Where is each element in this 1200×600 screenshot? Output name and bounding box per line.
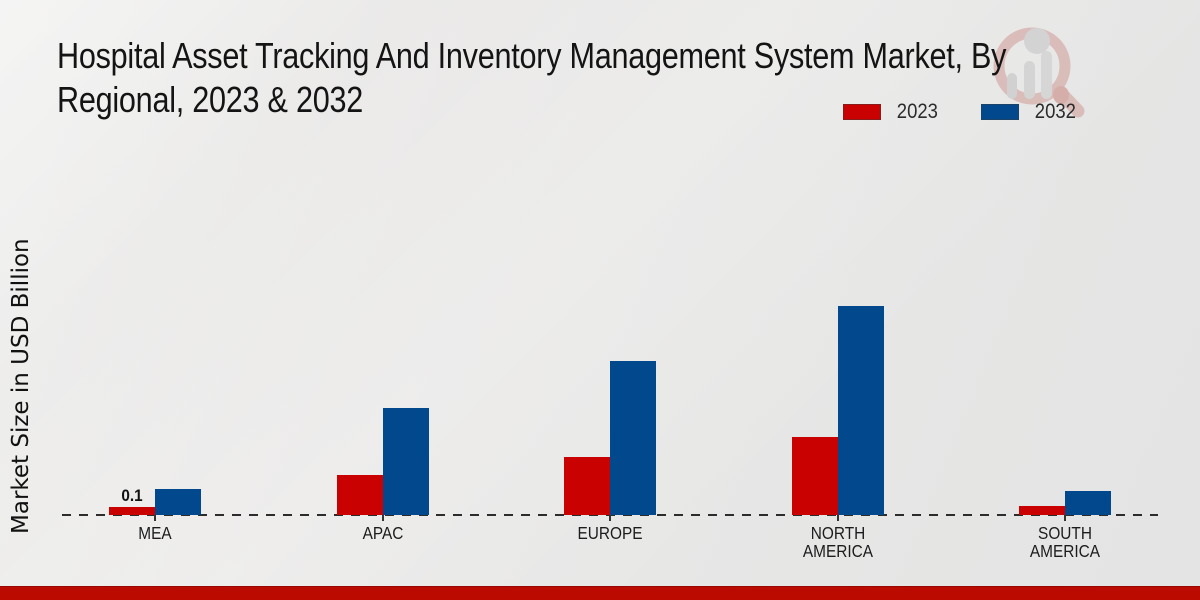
category-label-europe: EUROPE: [577, 523, 643, 543]
legend-item-2023: 2023: [843, 100, 941, 124]
legend-swatch-2032: [980, 104, 1019, 120]
legend-item-2032: 2032: [980, 100, 1079, 124]
bar-2023-south-america: [1019, 506, 1065, 515]
bar-2023-mea: [109, 507, 155, 515]
legend-label: 2032: [1034, 100, 1076, 123]
x-axis-tick-north-america: [836, 515, 839, 521]
footer-accent-bar: [0, 586, 1200, 600]
x-axis-tick-south-america: [1064, 515, 1066, 521]
bar-2023-europe: [564, 457, 610, 515]
category-label-mea: MEA: [138, 523, 172, 543]
category-label-apac: APAC: [362, 523, 403, 543]
bar-2032-south-america: [1065, 491, 1111, 515]
chart-title: Hospital Asset Tracking And Inventory Ma…: [57, 34, 1006, 122]
chart-title-line2: Regional, 2023 & 2032: [57, 79, 363, 120]
magnifier-bar-chart-logo-icon: [993, 27, 1085, 118]
bar-2023-apac: [336, 475, 383, 515]
legend-label: 2023: [896, 100, 938, 123]
y-axis-label: Market Size in USD Billion: [8, 238, 34, 534]
bar-2032-mea: [155, 489, 201, 515]
x-axis-tick-europe: [609, 515, 611, 521]
category-label-south-america: SOUTH AMERICA: [1029, 523, 1101, 561]
chart-title-line1: Hospital Asset Tracking And Inventory Ma…: [57, 35, 1007, 76]
category-label-north-america: NORTH AMERICA: [802, 523, 873, 561]
legend-swatch-2023: [843, 104, 881, 120]
bar-2023-north-america: [791, 437, 838, 515]
legend: 2023 2032: [843, 100, 1078, 124]
x-axis-tick-mea: [154, 515, 156, 521]
bar-2032-north-america: [837, 306, 884, 515]
x-axis-tick-apac: [381, 515, 384, 521]
bar-2032-europe: [610, 361, 656, 515]
bar-2032-apac: [382, 408, 429, 515]
bar-value-label-mea-2023: 0.1: [121, 486, 143, 505]
